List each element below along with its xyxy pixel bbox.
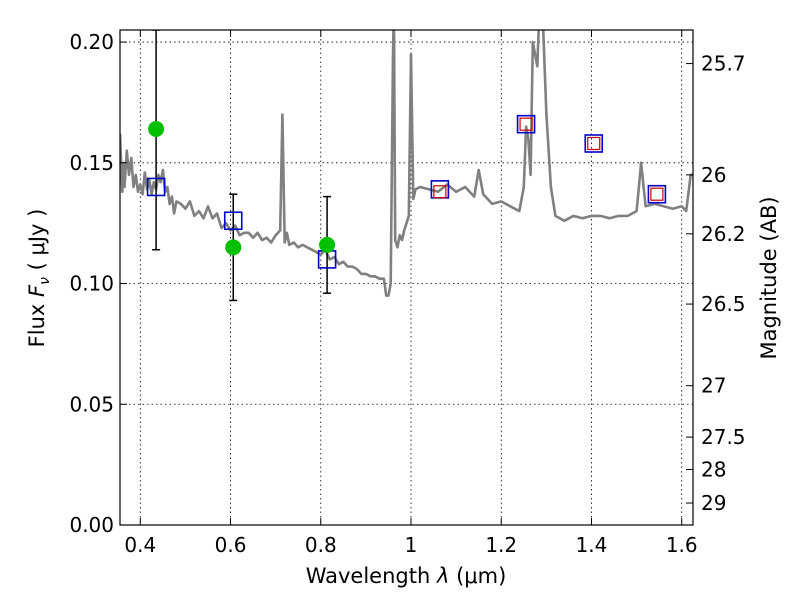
- model-photometry-square: [516, 114, 536, 134]
- y2-tick-label: 26: [701, 163, 726, 187]
- x-tick-label: 1: [405, 533, 418, 557]
- x-tick-label: 0.8: [305, 533, 337, 557]
- axis-ticks: 0.4 0.6 0.8 1 1.2 1.4 1.6 0.00 0.05 0.10 0.15 0.20 2…: [69, 30, 746, 557]
- model-spectrum-line: [120, 30, 693, 297]
- y-tick-label: 0.20: [69, 30, 114, 54]
- y2-tick-label: 27.5: [701, 425, 746, 449]
- x-tick-label: 1.4: [576, 533, 608, 557]
- filter-flux-square: [650, 187, 664, 201]
- model-photometry-square: [146, 177, 166, 197]
- observed-flux-point: [148, 121, 165, 137]
- x-axis-label: Wavelength λ (μm): [306, 564, 507, 588]
- y2-tick-label: 25.7: [701, 52, 746, 76]
- plot-area: [120, 30, 693, 302]
- plot-frame: [119, 29, 694, 526]
- x-tick-label: 0.4: [124, 533, 156, 557]
- y2-tick-label: 28: [701, 457, 726, 481]
- grid-lines: [120, 30, 693, 526]
- x-tick-label: 1.6: [666, 533, 698, 557]
- y2-tick-label: 29: [701, 491, 726, 515]
- model-photometry-square: [584, 134, 604, 153]
- x-tick-label: 0.6: [215, 533, 247, 557]
- filter-flux-square: [519, 117, 533, 131]
- model-photometry-square: [223, 211, 243, 231]
- y2-tick-label: 27: [701, 374, 726, 398]
- filter-flux-square: [587, 136, 601, 151]
- y2-tick-label: 26.5: [701, 292, 746, 316]
- y-tick-label: 0.10: [69, 272, 114, 296]
- y2-tick-label: 26.2: [701, 222, 746, 246]
- observed-flux-point: [319, 236, 336, 253]
- model-photometry-square: [647, 184, 667, 204]
- y-tick-label: 0.05: [69, 392, 114, 416]
- filter-flux-square: [433, 185, 447, 199]
- y-tick-label: 0.00: [69, 513, 114, 537]
- y-axis-label: Flux Fν ( μJy ): [25, 209, 53, 348]
- y2-axis-label: Magnitude (AB): [757, 196, 781, 359]
- observed-flux-point: [225, 239, 242, 256]
- x-tick-label: 1.2: [485, 533, 517, 557]
- y-tick-label: 0.15: [69, 151, 114, 175]
